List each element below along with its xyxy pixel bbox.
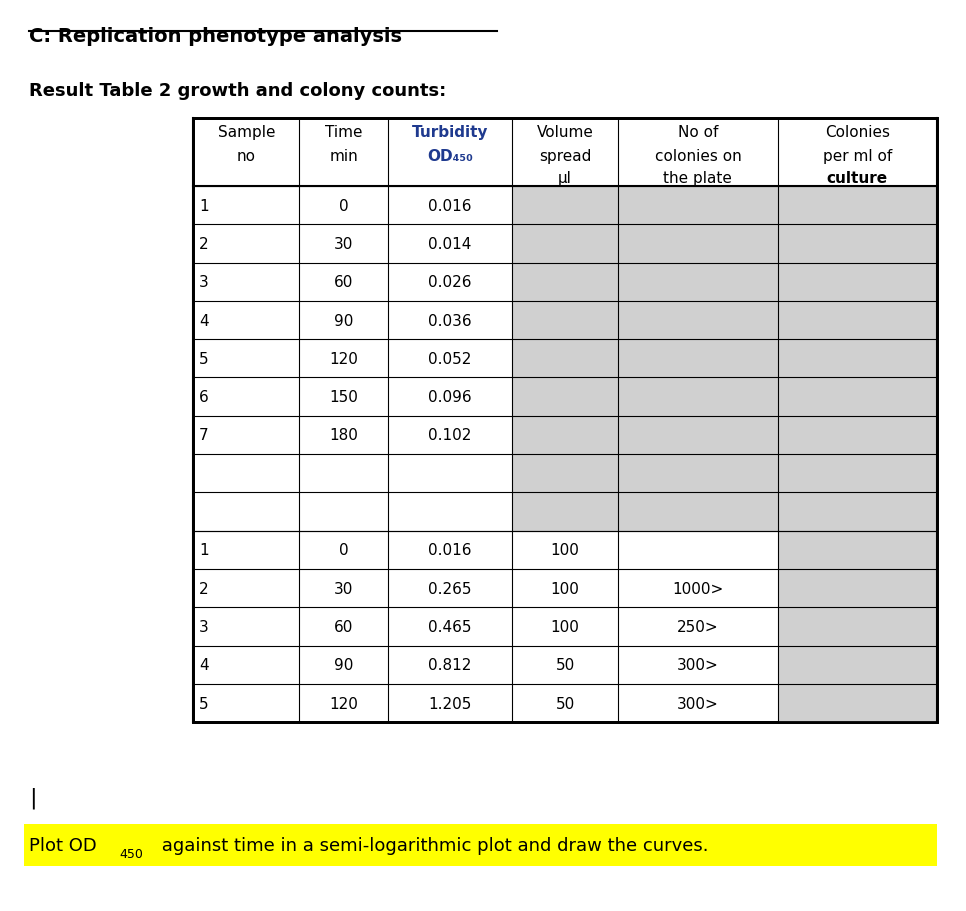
Text: 90: 90 bbox=[334, 658, 354, 672]
Bar bbox=[512, 187, 937, 531]
Text: 5: 5 bbox=[199, 352, 209, 366]
Text: culture: culture bbox=[827, 170, 888, 185]
Text: per ml of: per ml of bbox=[823, 148, 892, 163]
Text: 0.014: 0.014 bbox=[428, 237, 471, 251]
Text: 250>: 250> bbox=[677, 619, 719, 634]
Text: 0: 0 bbox=[339, 199, 349, 213]
Text: 30: 30 bbox=[334, 581, 354, 596]
Text: 1: 1 bbox=[199, 199, 209, 213]
Text: 0.265: 0.265 bbox=[428, 581, 471, 596]
Text: 5: 5 bbox=[199, 696, 209, 711]
Bar bbox=[193, 118, 937, 722]
Text: OD₄₅₀: OD₄₅₀ bbox=[427, 148, 473, 163]
Text: 4: 4 bbox=[199, 313, 209, 328]
Text: 50: 50 bbox=[555, 658, 575, 672]
Text: 0.096: 0.096 bbox=[428, 390, 471, 404]
Text: colonies on: colonies on bbox=[655, 148, 741, 163]
Text: 30: 30 bbox=[334, 237, 354, 251]
Bar bbox=[24, 824, 937, 866]
Bar bbox=[778, 531, 937, 722]
Text: the plate: the plate bbox=[664, 170, 732, 185]
Text: 150: 150 bbox=[329, 390, 358, 404]
Text: 0.052: 0.052 bbox=[428, 352, 471, 366]
Text: 0.102: 0.102 bbox=[428, 428, 471, 443]
Text: 120: 120 bbox=[329, 696, 358, 711]
Text: 100: 100 bbox=[551, 619, 580, 634]
Text: 1: 1 bbox=[199, 543, 209, 558]
Bar bbox=[193, 118, 937, 722]
Text: 0.036: 0.036 bbox=[428, 313, 471, 328]
Text: 1.205: 1.205 bbox=[428, 696, 471, 711]
Text: Volume: Volume bbox=[537, 125, 593, 140]
Text: Sample: Sample bbox=[217, 125, 275, 140]
Text: spread: spread bbox=[539, 148, 591, 163]
Text: 50: 50 bbox=[555, 696, 575, 711]
Text: |: | bbox=[29, 786, 37, 808]
Text: 0.016: 0.016 bbox=[428, 199, 471, 213]
Text: 120: 120 bbox=[329, 352, 358, 366]
Text: 300>: 300> bbox=[677, 658, 719, 672]
Text: C: Replication phenotype analysis: C: Replication phenotype analysis bbox=[29, 27, 402, 46]
Text: 7: 7 bbox=[199, 428, 209, 443]
Text: 2: 2 bbox=[199, 237, 209, 251]
Text: Time: Time bbox=[325, 125, 362, 140]
Text: 60: 60 bbox=[334, 619, 354, 634]
Text: 0.812: 0.812 bbox=[428, 658, 471, 672]
Text: μl: μl bbox=[558, 170, 572, 185]
Text: 2: 2 bbox=[199, 581, 209, 596]
Text: 100: 100 bbox=[551, 581, 580, 596]
Text: Result Table 2 growth and colony counts:: Result Table 2 growth and colony counts: bbox=[29, 82, 446, 100]
Text: no: no bbox=[237, 148, 256, 163]
Text: 1000>: 1000> bbox=[672, 581, 724, 596]
Text: 0.026: 0.026 bbox=[428, 275, 471, 290]
Text: 90: 90 bbox=[334, 313, 354, 328]
Text: 3: 3 bbox=[199, 619, 209, 634]
Text: No of: No of bbox=[678, 125, 718, 140]
Text: min: min bbox=[329, 148, 358, 163]
Text: 4: 4 bbox=[199, 658, 209, 672]
Text: Turbidity: Turbidity bbox=[412, 125, 488, 140]
Text: against time in a semi-logarithmic plot and draw the curves.: against time in a semi-logarithmic plot … bbox=[156, 836, 708, 855]
Text: Plot OD: Plot OD bbox=[29, 836, 97, 855]
Text: 450: 450 bbox=[120, 847, 144, 860]
Text: 3: 3 bbox=[199, 275, 209, 290]
Text: 6: 6 bbox=[199, 390, 209, 404]
Text: 0: 0 bbox=[339, 543, 349, 558]
Text: Colonies: Colonies bbox=[825, 125, 890, 140]
Text: 180: 180 bbox=[329, 428, 358, 443]
Text: 100: 100 bbox=[551, 543, 580, 558]
Text: 300>: 300> bbox=[677, 696, 719, 711]
Text: 0.465: 0.465 bbox=[428, 619, 471, 634]
Text: 60: 60 bbox=[334, 275, 354, 290]
Text: 0.016: 0.016 bbox=[428, 543, 471, 558]
